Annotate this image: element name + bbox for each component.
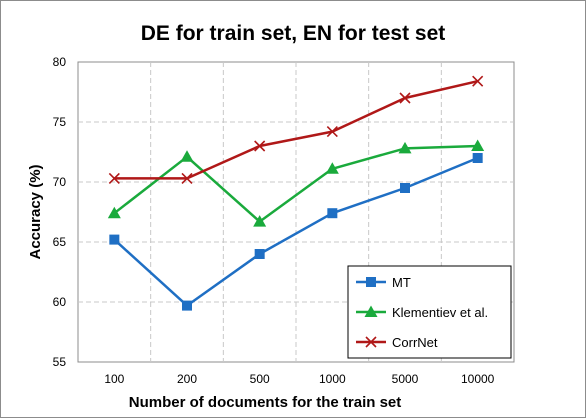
legend-label: MT <box>392 275 411 290</box>
x-tick-label: 1000 <box>319 372 346 386</box>
y-axis-label: Accuracy (%) <box>27 164 44 259</box>
legend-item-klementiev-et-al: Klementiev et al. <box>356 305 488 320</box>
x-tick-label: 10000 <box>461 372 495 386</box>
series-corrnet <box>108 75 484 184</box>
y-tick-label: 65 <box>53 235 67 249</box>
legend-label: CorrNet <box>392 335 438 350</box>
data-point <box>399 92 411 104</box>
data-point <box>254 249 265 259</box>
y-tick-label: 70 <box>53 175 67 189</box>
data-point <box>325 162 339 174</box>
legend-marker <box>366 277 376 287</box>
legend-marker <box>365 336 377 348</box>
data-point <box>400 183 410 193</box>
x-axis-ticks: 100 200 500 1000 5000 10000 <box>104 372 494 386</box>
y-tick-label: 80 <box>53 55 67 69</box>
series-group <box>107 75 485 311</box>
series-line <box>113 156 479 307</box>
y-tick-label: 60 <box>53 295 67 309</box>
data-point <box>181 172 193 184</box>
x-tick-label: 5000 <box>392 372 419 386</box>
y-axis-ticks: 55 60 65 70 75 80 <box>53 55 67 369</box>
legend: MT Klementiev et al. CorrNet <box>347 265 512 359</box>
series-line <box>113 144 478 223</box>
x-axis-label: Number of documents for the train set <box>129 394 402 411</box>
data-point <box>326 126 338 138</box>
data-point <box>182 300 192 311</box>
series-line <box>114 79 478 180</box>
data-point <box>472 153 483 163</box>
x-tick-label: 200 <box>177 372 197 386</box>
data-point <box>109 234 120 245</box>
data-point <box>180 150 194 162</box>
grid <box>78 62 514 362</box>
y-tick-label: 55 <box>53 355 67 369</box>
chart-title: DE for train set, EN for test set <box>141 22 446 45</box>
y-tick-label: 75 <box>53 115 67 129</box>
data-point <box>107 206 121 219</box>
data-point <box>327 208 338 219</box>
data-point <box>472 75 484 87</box>
x-tick-label: 100 <box>104 372 124 386</box>
legend-label: Klementiev et al. <box>392 305 488 320</box>
legend-item-mt: MT <box>356 275 411 290</box>
legend-marker <box>364 305 378 317</box>
legend-item-corrnet: CorrNet <box>356 335 438 350</box>
x-tick-label: 500 <box>250 372 270 386</box>
series-mt <box>109 153 483 311</box>
data-point <box>108 172 120 184</box>
data-point <box>254 140 266 152</box>
data-point <box>471 139 485 151</box>
data-point <box>253 215 267 227</box>
data-point <box>398 141 412 154</box>
series-klementiev-et-al <box>107 139 485 227</box>
